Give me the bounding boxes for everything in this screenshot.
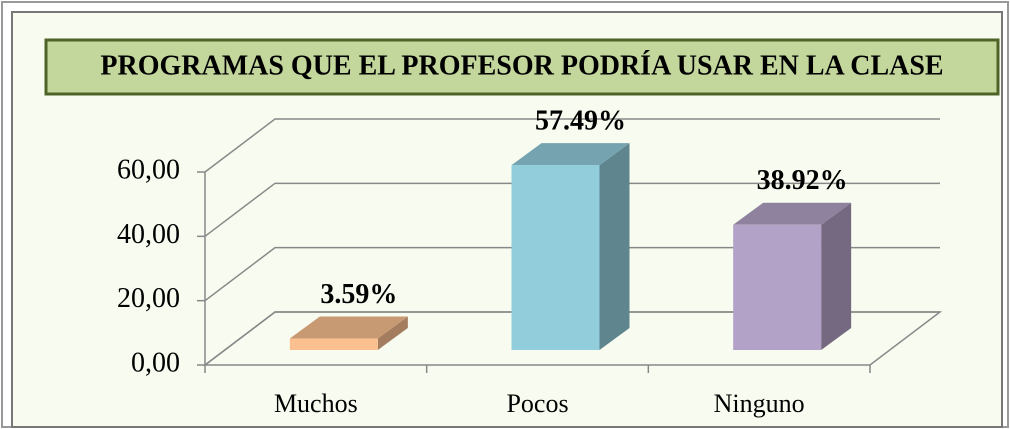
bar-top xyxy=(733,202,852,225)
grid-line xyxy=(204,182,940,237)
bar-side xyxy=(599,143,630,350)
bar xyxy=(511,165,600,350)
bar xyxy=(733,224,822,350)
bar-side xyxy=(821,202,852,350)
x-tick-label: Muchos xyxy=(274,389,358,418)
bar-top xyxy=(289,316,408,339)
grid-line xyxy=(204,118,940,173)
x-tick-label: Ninguno xyxy=(714,389,805,418)
bar-top xyxy=(511,143,630,166)
grid-line xyxy=(204,246,940,302)
y-tick-label: 20,00 xyxy=(117,283,180,314)
bar-side xyxy=(377,316,408,350)
title-box xyxy=(44,38,1000,96)
value-label: 3.59% xyxy=(320,279,397,310)
y-tick-label: 0,00 xyxy=(131,347,180,378)
value-label: 57.49% xyxy=(535,105,626,136)
value-label: 38.92% xyxy=(757,165,848,196)
bar xyxy=(289,338,378,350)
grid-line xyxy=(204,311,940,366)
x-tick-label: Pocos xyxy=(506,389,568,418)
y-tick-label: 40,00 xyxy=(117,219,180,250)
y-tick-label: 60,00 xyxy=(117,154,180,185)
chart-title: PROGRAMAS QUE EL PROFESOR PODRÍA USAR EN… xyxy=(100,50,943,81)
